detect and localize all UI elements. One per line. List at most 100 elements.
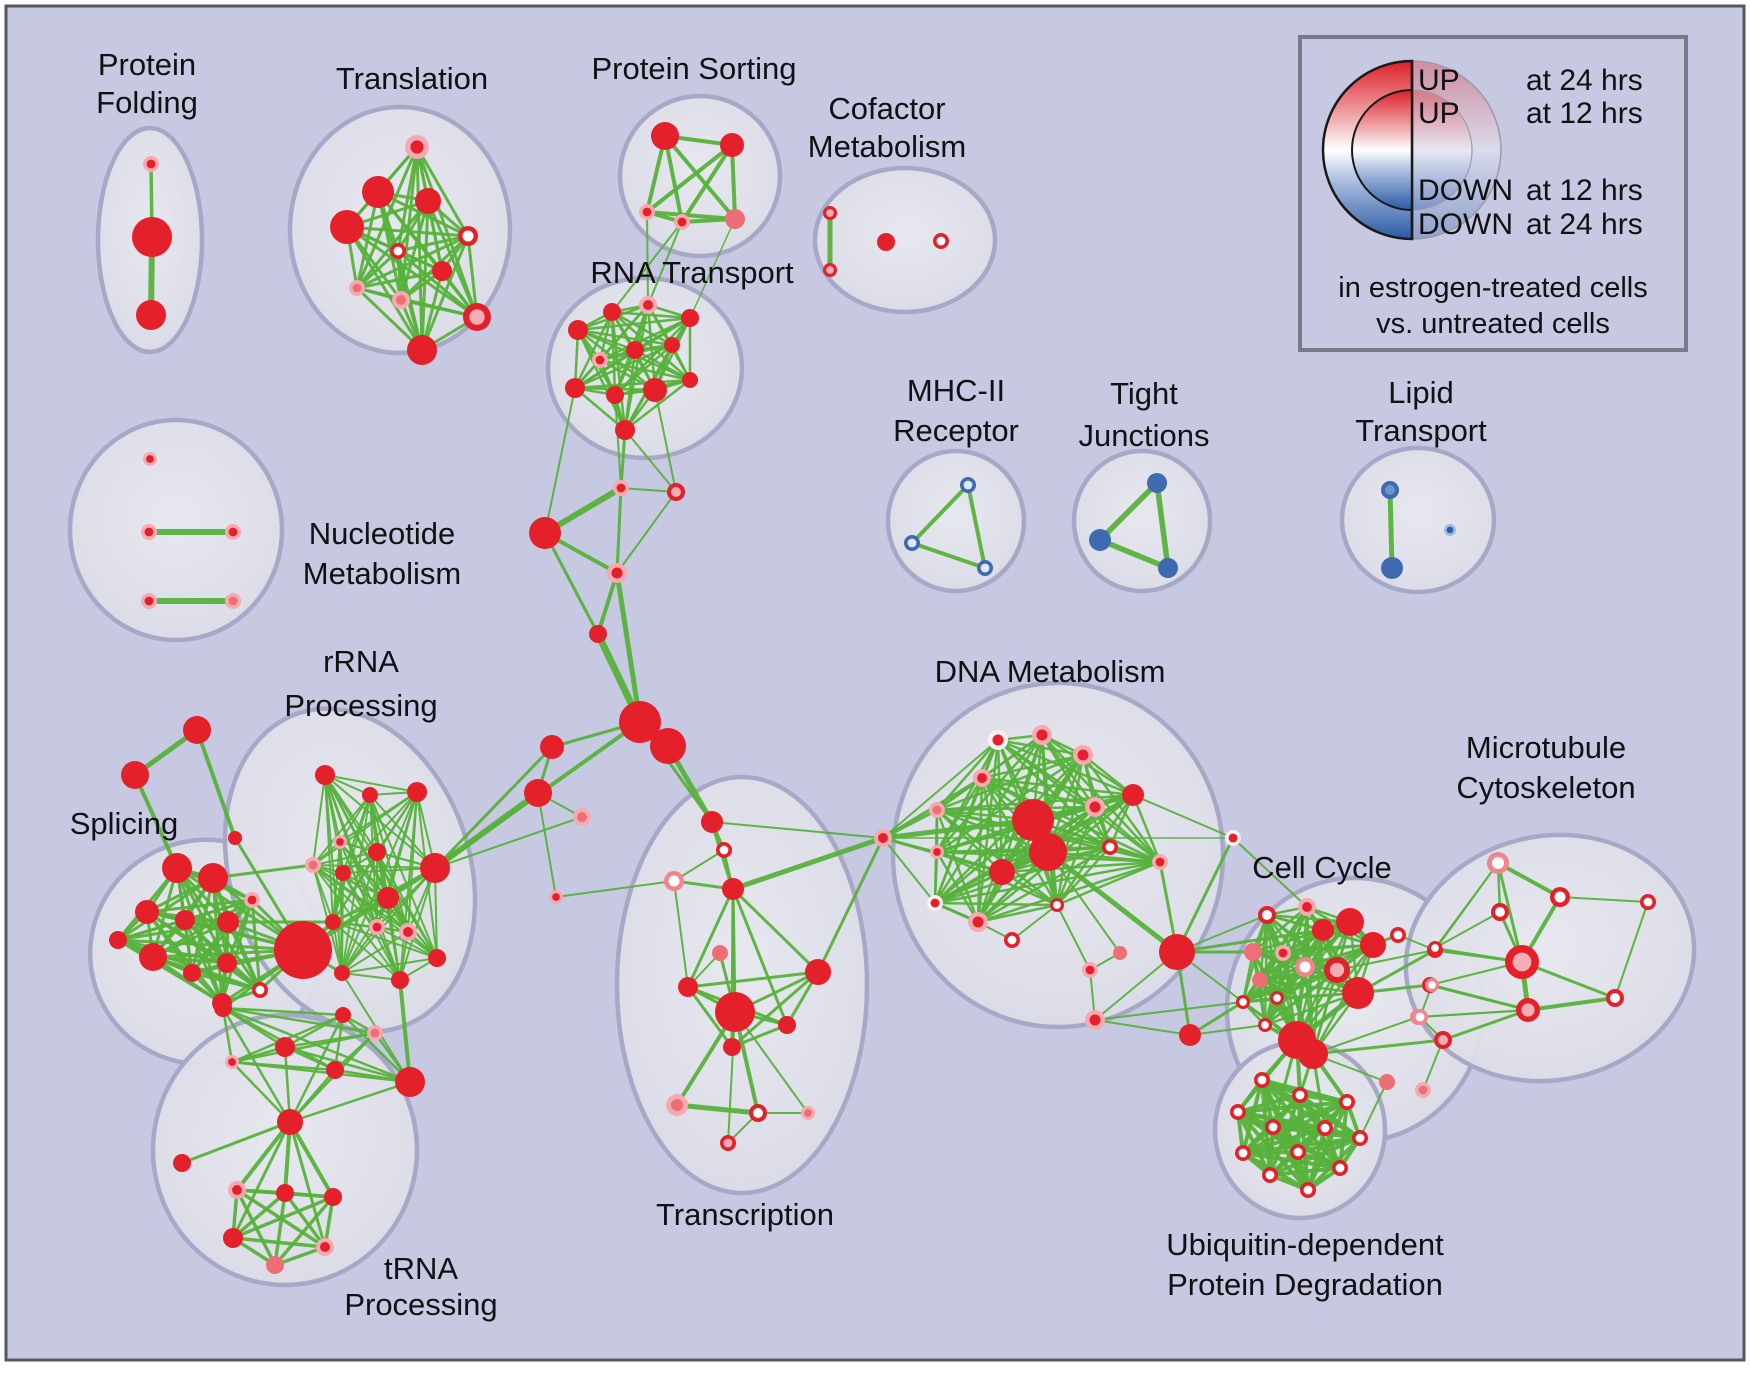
node: [1235, 1145, 1251, 1161]
edge: [933, 845, 1112, 905]
node-inner-core: [1268, 1122, 1278, 1132]
node-inner-core: [1162, 562, 1174, 574]
node-inner-core: [1355, 1133, 1365, 1143]
node: [162, 853, 192, 883]
node-inner-core: [719, 845, 729, 855]
edge: [1236, 1100, 1349, 1114]
node-inner-core: [144, 596, 154, 606]
edge: [663, 134, 684, 224]
node: [1152, 854, 1168, 870]
node-inner-core: [426, 859, 444, 877]
edge: [976, 860, 1162, 924]
node-inner-core: [247, 895, 257, 905]
node-inner-core: [1077, 749, 1089, 761]
node-inner-core: [1273, 994, 1281, 1002]
node: [1312, 919, 1334, 941]
node: [1158, 558, 1178, 578]
node-inner-core: [221, 957, 233, 969]
node-inner-core: [536, 524, 554, 542]
node-inner-core: [630, 345, 640, 355]
edge: [339, 794, 371, 843]
legend-direction-label: UP: [1418, 64, 1460, 97]
node: [225, 593, 241, 609]
node-inner-core: [255, 985, 265, 995]
node-inner-core: [221, 915, 235, 929]
node: [1085, 1010, 1105, 1030]
node-inner-core: [204, 869, 222, 887]
node-inner-core: [1446, 526, 1454, 534]
node: [1244, 943, 1262, 961]
edge: [396, 234, 470, 253]
node-inner-core: [715, 948, 725, 958]
node-inner-core: [420, 193, 436, 209]
node: [1444, 524, 1456, 536]
edge: [573, 310, 614, 390]
node: [141, 524, 157, 540]
edge: [195, 728, 237, 840]
edge: [966, 483, 987, 570]
node-inner-core: [1183, 1028, 1197, 1042]
node: [405, 135, 429, 159]
node: [377, 887, 399, 909]
node-inner-core: [685, 375, 695, 385]
node: [682, 372, 698, 388]
node: [1379, 1074, 1395, 1090]
node-inner-core: [677, 217, 687, 227]
node-inner-core: [1316, 923, 1330, 937]
node-inner-core: [1233, 1107, 1243, 1117]
node-inner-core: [628, 710, 652, 734]
node-inner-core: [1643, 897, 1653, 907]
node: [333, 835, 347, 849]
node-inner-core: [337, 968, 347, 978]
node: [989, 859, 1015, 885]
node: [275, 1037, 295, 1057]
node: [1082, 962, 1098, 978]
node: [399, 923, 417, 941]
node-inner-core: [826, 209, 834, 217]
node: [1516, 998, 1540, 1022]
node: [1270, 991, 1284, 1005]
cluster-label-line: Ubiquitin-dependent: [1166, 1227, 1444, 1262]
edge: [882, 837, 936, 904]
node-inner-core: [1293, 1147, 1303, 1157]
node: [1332, 1160, 1348, 1176]
node: [223, 1228, 243, 1248]
node: [1425, 978, 1439, 992]
node-inner-core: [642, 207, 652, 217]
node-inner-core: [972, 916, 984, 928]
node-inner-core: [611, 567, 623, 579]
node: [1298, 1039, 1328, 1069]
cluster-ellipse-mhc-ii-receptor: [885, 448, 1027, 594]
node: [823, 206, 837, 220]
node-inner-core: [804, 1109, 812, 1117]
edge: [341, 926, 378, 974]
node: [651, 122, 679, 150]
node-inner-core: [1303, 1185, 1313, 1195]
edge: [620, 487, 677, 493]
edge: [341, 972, 401, 981]
node-inner-core: [365, 790, 375, 800]
edge: [341, 1013, 412, 1084]
node-inner-core: [643, 300, 653, 310]
node: [136, 300, 166, 330]
edge: [235, 1120, 292, 1192]
node: [407, 782, 427, 802]
edge: [933, 818, 1035, 905]
edge: [1263, 991, 1360, 1027]
edge: [882, 739, 999, 839]
node: [619, 701, 661, 743]
node-inner-core: [179, 914, 191, 926]
cluster-label-line: Protein Degradation: [1167, 1267, 1443, 1302]
edge: [686, 970, 820, 989]
node-inner-core: [1037, 841, 1059, 863]
edge: [1175, 836, 1235, 954]
cluster-label-line: Transcription: [656, 1197, 834, 1232]
edge: [933, 901, 1059, 907]
edge: [1097, 537, 1171, 571]
node: [1122, 784, 1144, 806]
edge: [387, 897, 401, 981]
legend-direction-label: DOWN: [1418, 208, 1513, 241]
node: [335, 865, 351, 881]
legend-time-label: at 24 hrs: [1526, 208, 1643, 241]
legend-caption-line: in estrogen-treated cells: [1338, 272, 1648, 304]
